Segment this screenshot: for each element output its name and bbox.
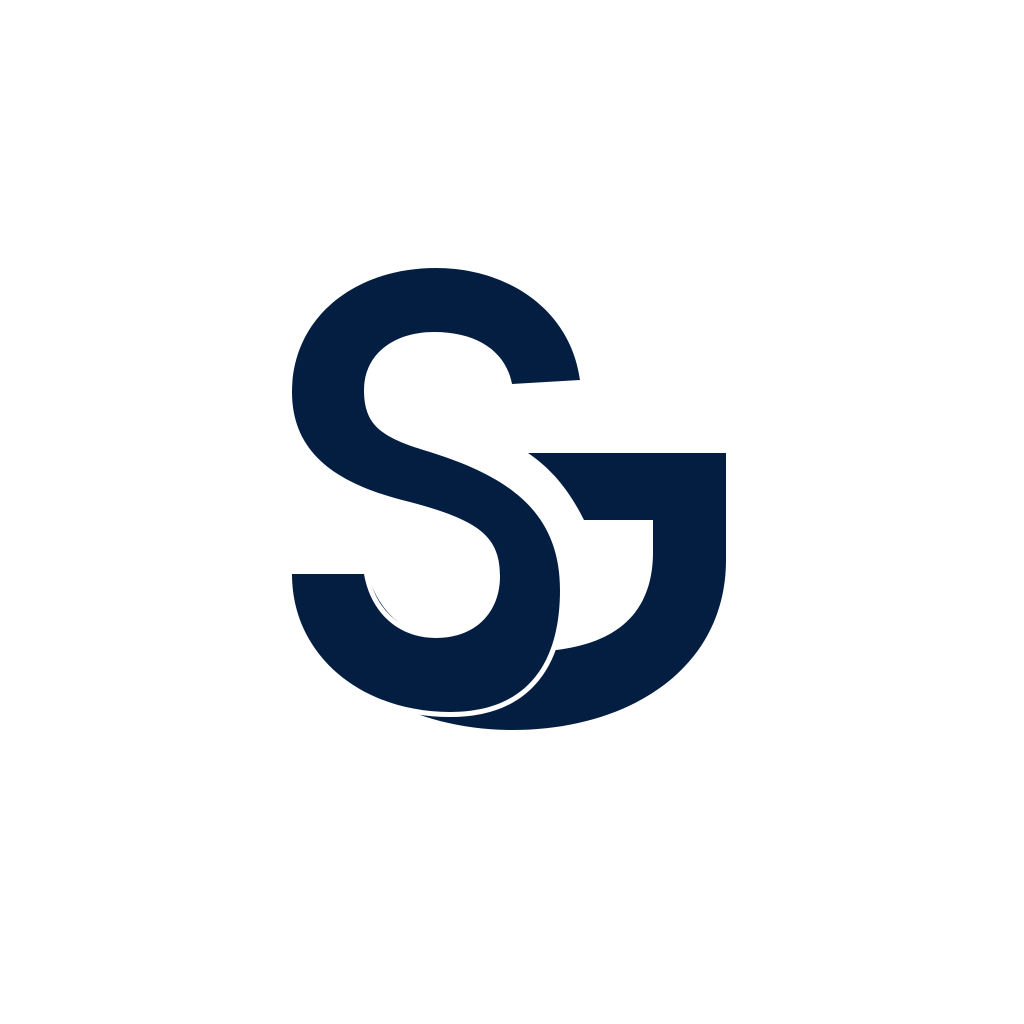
logo-mark-group [286,262,726,730]
s-letterform [286,262,586,718]
